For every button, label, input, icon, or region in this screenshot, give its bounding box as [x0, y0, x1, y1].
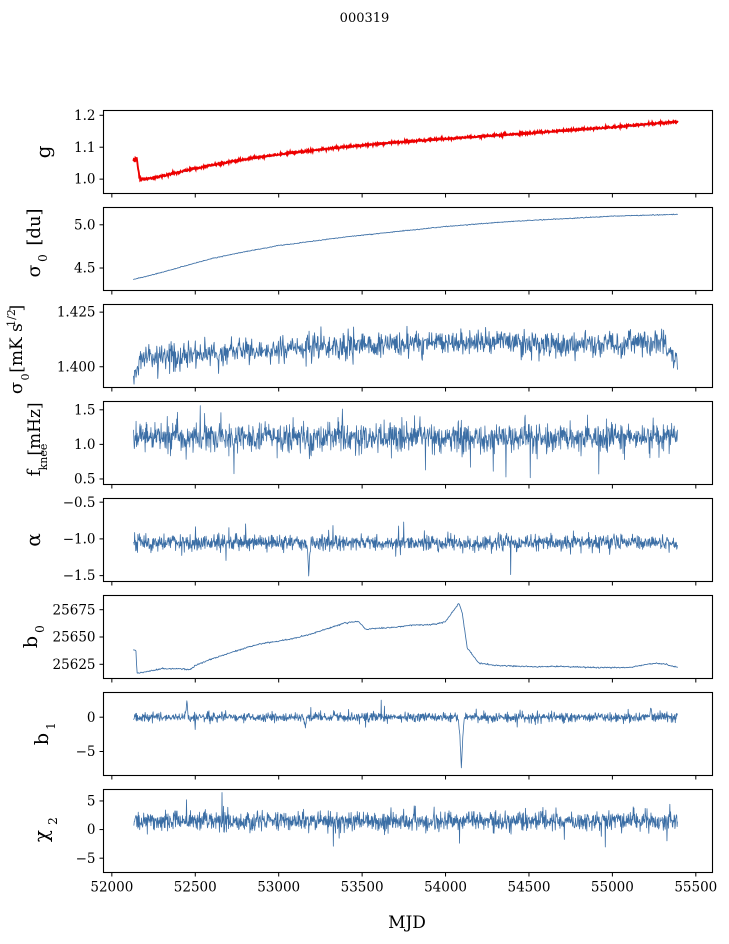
y-axis-label-panel-6: b1 [31, 722, 58, 745]
y-tick-label: 1.2 [74, 108, 95, 124]
y-tick-label: −5 [76, 851, 96, 867]
x-axis-label: MJD [388, 913, 426, 933]
x-tick-label: 52500 [174, 880, 217, 896]
panel-data [133, 325, 678, 385]
svg-text:0: 0 [33, 625, 47, 633]
panel-frame [102, 109, 714, 195]
panel-frame [102, 303, 714, 389]
y-tick-label: −5 [76, 744, 96, 760]
y-axis-label-panel-2: σ0[mK s1/2] [5, 305, 32, 394]
x-tick-label: 54500 [507, 880, 550, 896]
panel-frame [102, 400, 714, 486]
x-tick-label: 55500 [674, 880, 717, 896]
panel-background [103, 207, 713, 291]
y-tick-label: 5 [87, 794, 96, 810]
panel-frame [102, 497, 714, 583]
svg-text:2: 2 [46, 817, 60, 825]
y-axis-label-panel-1: σ 0 [du] [23, 208, 50, 277]
panel-4-alpha: −1.5 −1.0 −0.5 α [21, 495, 714, 586]
y-axis-label-panel-7: χ2 [29, 817, 60, 842]
y-axis-label-panel-5: b0 [20, 625, 47, 648]
svg-text:σ: σ [23, 264, 45, 277]
svg-text:1: 1 [44, 722, 58, 730]
y-tick-label: 1.425 [57, 305, 96, 321]
series-b1 [133, 699, 678, 769]
y-tick-label: 1.0 [74, 437, 95, 453]
svg-text:1/2: 1/2 [5, 309, 18, 327]
svg-text:knee: knee [37, 444, 50, 471]
series-chi-squared [133, 792, 678, 848]
panel-data [133, 792, 678, 848]
panel-7-chi-squared: −5 0 5 52000 52500 53000 53500 54000 54500 55000 5… [29, 788, 717, 896]
panel-2-sigma0-mK: 1.400 1.425 σ0[mK s1/2] [5, 303, 714, 394]
panel-data [133, 521, 678, 577]
svg-text:σ: σ [6, 382, 27, 394]
svg-text:g: g [31, 145, 55, 158]
y-tick-label: 25650 [53, 630, 96, 646]
panel-data [133, 213, 678, 280]
panel-data [133, 603, 678, 674]
y-tick-label: 0.5 [74, 472, 95, 488]
y-tick-label: 4.5 [74, 261, 95, 277]
x-tick-label: 53000 [257, 880, 300, 896]
panel-frame [102, 206, 714, 292]
panel-background [103, 789, 713, 873]
svg-text:]: ] [7, 305, 27, 312]
svg-text:b: b [31, 733, 53, 745]
svg-text:χ: χ [29, 830, 53, 842]
panel-background [103, 110, 713, 194]
y-tick-label: 25675 [53, 602, 96, 618]
y-tick-label: 1.5 [74, 402, 95, 418]
series-sigma0-du [133, 213, 678, 280]
svg-text:[mK s: [mK s [7, 323, 27, 373]
y-tick-label: 0 [87, 822, 96, 838]
panel-frame [102, 788, 714, 874]
svg-text:0: 0 [36, 254, 50, 262]
y-tick-label: 25625 [53, 657, 96, 673]
y-tick-label: −0.5 [63, 495, 96, 511]
x-tick-label: 54000 [424, 880, 467, 896]
panel-data [132, 118, 679, 183]
svg-text:[mHz]: [mHz] [25, 402, 45, 455]
y-tick-label: 1.400 [57, 359, 96, 375]
svg-text:α: α [21, 533, 45, 547]
series-sigma0-mK [133, 325, 678, 385]
y-tick-label: 0 [87, 710, 96, 726]
x-tick-label: 55000 [591, 880, 634, 896]
figure-title: 000319 [340, 11, 390, 26]
y-axis-label-panel-4: α [21, 533, 45, 547]
panel-1-sigma0-du: 4.5 5.0 σ 0 [du] [23, 206, 714, 295]
y-tick-label: −1.5 [63, 568, 96, 584]
panel-background [103, 692, 713, 776]
svg-text:[du]: [du] [24, 208, 45, 245]
panel-0-gain: 1.0 1.1 1.2 g [31, 108, 714, 198]
y-tick-label: 1.0 [74, 172, 95, 188]
panel-data [133, 699, 678, 769]
series-alpha [133, 521, 678, 577]
svg-text:b: b [20, 636, 42, 648]
panel-background [103, 595, 713, 679]
series-b0 [133, 603, 678, 674]
y-tick-label: 5.0 [74, 217, 95, 233]
x-tick-label: 52000 [90, 880, 133, 896]
y-tick-label: 1.1 [74, 140, 95, 156]
y-tick-label: −1.0 [63, 531, 96, 547]
panel-frame [102, 691, 714, 777]
series-gain-model [132, 118, 679, 183]
x-tick-label: 53500 [341, 880, 384, 896]
series-f-knee [133, 405, 678, 479]
svg-text:0: 0 [19, 374, 32, 381]
svg-text:f: f [24, 468, 45, 476]
panel-data [133, 405, 678, 479]
y-axis-label-panel-0: g [31, 145, 55, 158]
